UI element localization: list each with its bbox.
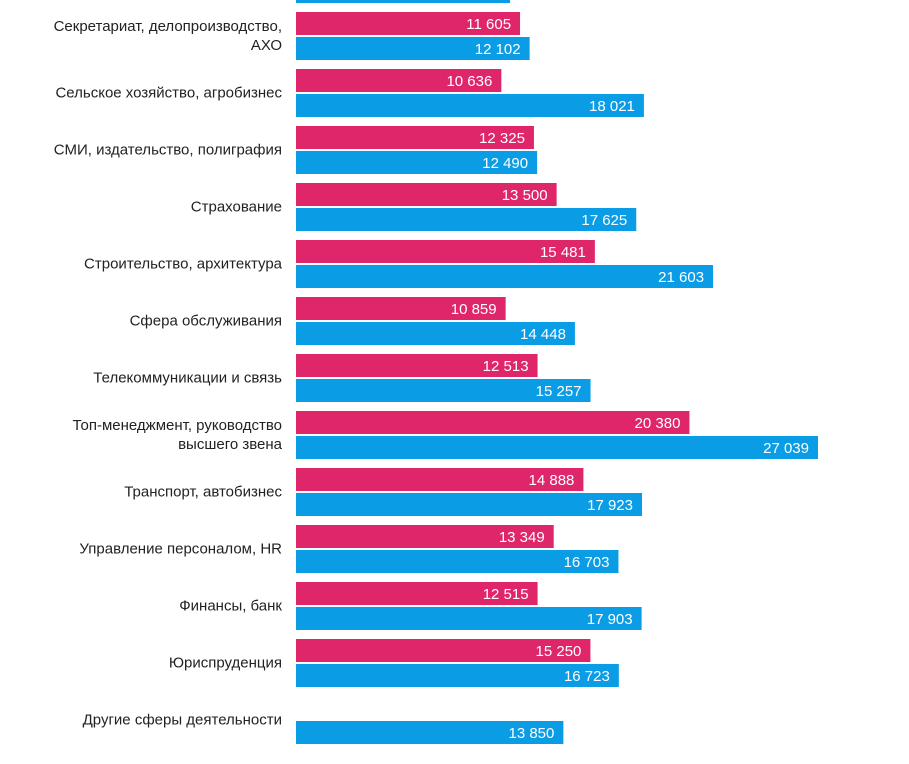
value-label: 13 850 (508, 725, 554, 742)
bar (296, 0, 511, 3)
bar (296, 208, 637, 231)
bar (296, 664, 619, 687)
value-label: 16 723 (564, 668, 610, 685)
bar (296, 493, 643, 516)
value-label: 13 500 (502, 187, 548, 204)
value-label: 17 923 (587, 497, 633, 514)
bar (296, 436, 818, 459)
value-label: 12 102 (475, 41, 521, 58)
bar (296, 639, 591, 662)
category-label: Сельское хозяйство, агробизнес (55, 84, 282, 102)
bar (296, 94, 644, 117)
value-label: 17 625 (581, 212, 627, 229)
value-label: 13 349 (499, 529, 545, 546)
bar (296, 379, 591, 402)
value-label: 12 515 (483, 586, 529, 603)
bar (296, 37, 530, 60)
category-label: Транспорт, автобизнес (124, 483, 282, 501)
bar (296, 354, 538, 377)
value-label: 14 888 (529, 472, 575, 489)
category-label: Телекоммуникации и связь (93, 369, 282, 387)
value-label: 18 021 (589, 98, 635, 115)
value-label: 21 603 (658, 269, 704, 286)
category-label: Другие сферы деятельности (82, 711, 282, 729)
value-label: 12 325 (479, 130, 525, 147)
value-label: 15 481 (540, 244, 586, 261)
value-label: 12 513 (483, 358, 529, 375)
value-label: 10 636 (446, 73, 492, 90)
category-label: Финансы, банк (179, 597, 282, 615)
category-label: Сфера обслуживания (129, 312, 282, 330)
bar (296, 607, 642, 630)
bar (296, 151, 538, 174)
bar (296, 468, 584, 491)
bar (296, 183, 557, 206)
value-label: 15 250 (536, 643, 582, 660)
bar (296, 69, 502, 92)
bar (296, 322, 575, 345)
category-label: СМИ, издательство, полиграфия (53, 141, 282, 159)
category-label: Страхование (190, 198, 282, 216)
bar (296, 550, 619, 573)
bar (296, 126, 534, 149)
value-label: 15 257 (536, 383, 582, 400)
bar (296, 721, 564, 744)
category-label: Юриспруденция (168, 654, 282, 672)
bar (296, 12, 521, 35)
bar (296, 525, 554, 548)
bar (296, 265, 714, 288)
value-label: 27 039 (763, 440, 809, 457)
bar (296, 582, 538, 605)
bar (296, 297, 506, 320)
value-label: 20 380 (635, 415, 681, 432)
value-label: 10 859 (451, 301, 497, 318)
value-label: 14 448 (520, 326, 566, 343)
category-label: Строительство, архитектура (84, 255, 282, 273)
value-label: 11 605 (466, 16, 511, 33)
category-label: Управление персоналом, HR (79, 540, 282, 558)
value-label: 12 490 (482, 155, 528, 172)
bar (296, 411, 690, 434)
category-label: Топ-менеджмент, руководство высшего звен… (72, 417, 283, 453)
category-label: Секретариат, делопроизводство, АХО (53, 18, 282, 54)
bar (296, 240, 595, 263)
value-label: 16 703 (564, 554, 610, 571)
value-label: 17 903 (587, 611, 633, 628)
